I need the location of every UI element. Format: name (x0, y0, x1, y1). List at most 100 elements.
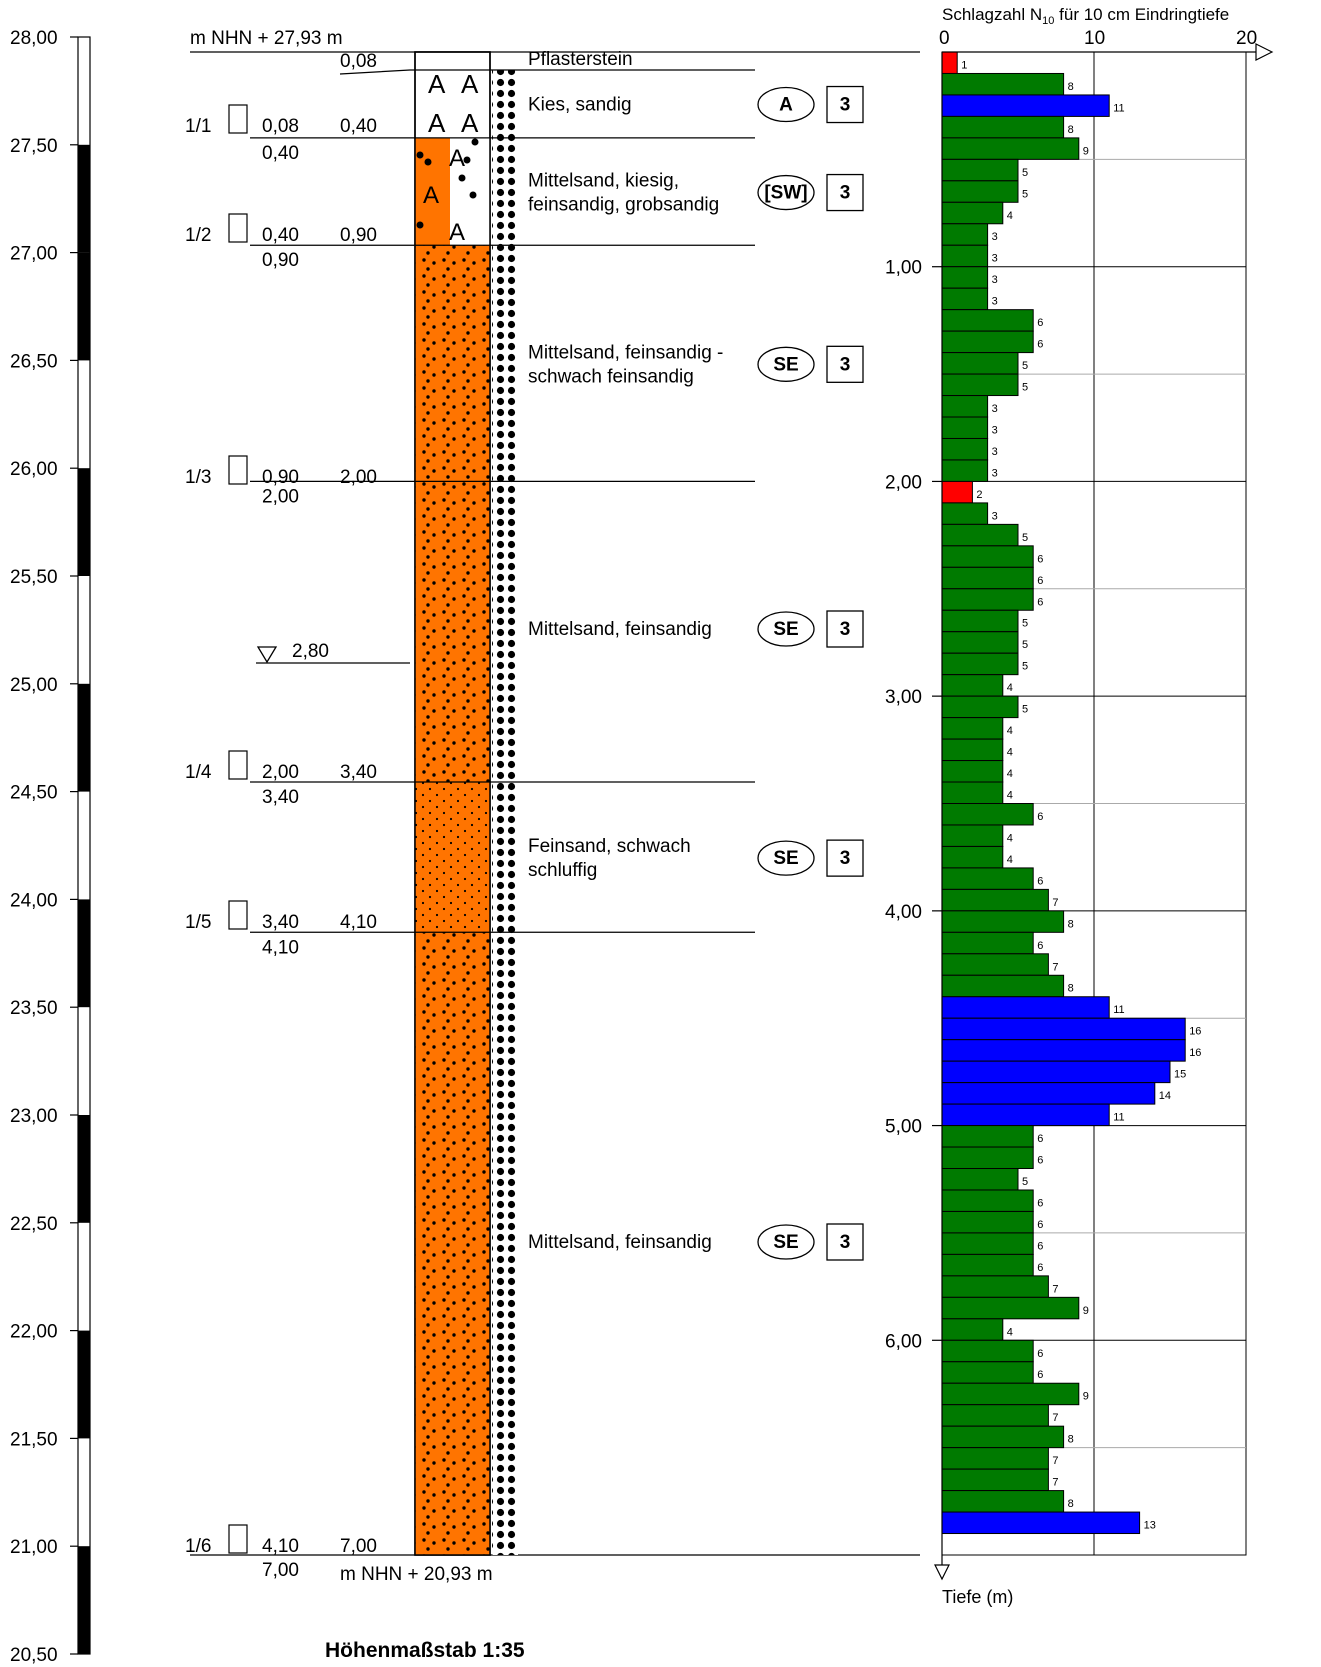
penetration-value-label: 6 (1037, 940, 1043, 952)
penetration-bar (941, 738, 1004, 762)
boundary-depth-lower: 0,90 (262, 250, 299, 271)
penetration-value-label: 7 (1052, 961, 1058, 973)
scale-block (78, 1546, 90, 1654)
sample-id: 1/2 (185, 225, 211, 246)
penetration-value-label: 11 (1113, 102, 1124, 114)
penetration-value-label: 16 (1189, 1026, 1201, 1038)
svg-text:A: A (423, 182, 439, 209)
penetration-value-label: 9 (1083, 145, 1089, 157)
layer-description: Kies, sandig (528, 95, 632, 116)
penetration-value-label: 5 (1022, 360, 1028, 372)
penetration-value-label: 3 (992, 231, 998, 243)
svg-text:A: A (461, 69, 479, 99)
sample-id: 1/3 (185, 467, 211, 488)
penetration-value-label: 8 (1068, 81, 1074, 93)
penetration-bar (941, 781, 1004, 804)
x-tick-label: 20 (1236, 28, 1257, 49)
penetration-bar (941, 201, 1004, 225)
penetration-value-label: 7 (1052, 1455, 1058, 1467)
penetration-bar (941, 996, 1110, 1019)
penetration-value-label: 3 (992, 403, 998, 415)
penetration-bar (941, 330, 1034, 354)
penetration-value-label: 2 (976, 489, 982, 501)
svg-text:A: A (449, 145, 465, 172)
sample-box (228, 455, 248, 485)
penetration-value-label: 5 (1022, 532, 1028, 544)
penetration-bar (941, 1425, 1065, 1449)
penetration-value-label: 6 (1037, 1155, 1043, 1167)
penetration-bar (941, 631, 1019, 654)
penetration-chart: Schlagzahl N10 für 10 cm Eindringtiefe T… (885, 5, 1274, 1607)
scale-block (78, 252, 90, 361)
penetration-value-label: 3 (992, 467, 998, 479)
scale-block (78, 144, 90, 253)
chart-bars: 1811895543333665533332356665554544446446… (941, 51, 1201, 1535)
soil-class-label: 3 (840, 619, 851, 640)
penetration-bar (941, 931, 1034, 955)
scale-block (78, 1115, 90, 1223)
x-axis-arrow-icon (1255, 43, 1274, 61)
penetration-value-label: 3 (992, 253, 998, 265)
penetration-bar (941, 1511, 1141, 1535)
soil-group-label: SE (773, 848, 798, 869)
svg-text:A: A (461, 108, 479, 138)
penetration-value-label: 11 (1113, 1004, 1124, 1016)
penetration-bar (941, 94, 1110, 117)
groundwater-level: 2,80 (256, 641, 410, 664)
penetration-value-label: 9 (1083, 1305, 1089, 1317)
svg-text:A: A (449, 219, 465, 246)
y-tick-label: 5,00 (885, 1117, 922, 1138)
soil-group-badge (757, 611, 815, 647)
penetration-bar (941, 566, 1034, 590)
boundary-depth-lower: 4,10 (262, 937, 299, 958)
layer-description: Pflasterstein (528, 49, 633, 70)
penetration-bar (941, 137, 1080, 160)
groundwater-marker-column (492, 70, 518, 1555)
soil-group-badge (757, 346, 815, 382)
penetration-bar (941, 1017, 1186, 1041)
penetration-bar (941, 760, 1004, 783)
penetration-bar (941, 352, 1019, 375)
penetration-value-label: 7 (1052, 897, 1058, 909)
penetration-bar (941, 1039, 1186, 1062)
layer-description: Mittelsand, feinsandig (528, 1232, 712, 1253)
layer-fill (415, 481, 490, 782)
soil-class-label: 3 (840, 95, 851, 116)
x-tick-label: 10 (1084, 28, 1105, 49)
penetration-bar (941, 1296, 1080, 1320)
sample-to: 0,40 (340, 116, 377, 137)
elevation-tick-label: 22,00 (10, 1322, 58, 1343)
soil-class-label: 3 (840, 848, 851, 869)
elevation-tick-label: 25,50 (10, 567, 58, 588)
soil-group-badge (757, 1224, 815, 1260)
penetration-value-label: 6 (1037, 875, 1043, 887)
penetration-value-label: 4 (1007, 1326, 1013, 1338)
penetration-value-label: 1 (961, 59, 967, 71)
sample-id: 1/5 (185, 912, 211, 933)
sample-id: 1/6 (185, 1536, 211, 1557)
penetration-value-label: 3 (992, 510, 998, 522)
penetration-bar (941, 588, 1034, 611)
layer-description: schwach feinsandig (528, 366, 694, 387)
penetration-bar (941, 609, 1019, 633)
penetration-bar (941, 459, 989, 482)
penetration-value-label: 6 (1037, 553, 1043, 565)
svg-text:A: A (428, 108, 446, 138)
scale-block (78, 683, 90, 792)
penetration-bar (941, 266, 989, 289)
penetration-bar (941, 1125, 1034, 1148)
penetration-bar (941, 867, 1034, 890)
y-tick-label: 2,00 (885, 472, 922, 493)
y-tick-label: 3,00 (885, 687, 922, 708)
elevation-tick-label: 24,50 (10, 783, 58, 804)
penetration-bar (941, 158, 1019, 182)
penetration-value-label: 7 (1052, 1283, 1058, 1295)
soil-class-box (826, 345, 864, 383)
elevation-tick-label: 28,00 (10, 28, 58, 49)
penetration-value-label: 8 (1068, 124, 1074, 136)
penetration-value-label: 15 (1174, 1069, 1186, 1081)
sample-from: 0,08 (262, 116, 299, 137)
penetration-bar (941, 309, 1034, 332)
penetration-value-label: 6 (1037, 575, 1043, 587)
